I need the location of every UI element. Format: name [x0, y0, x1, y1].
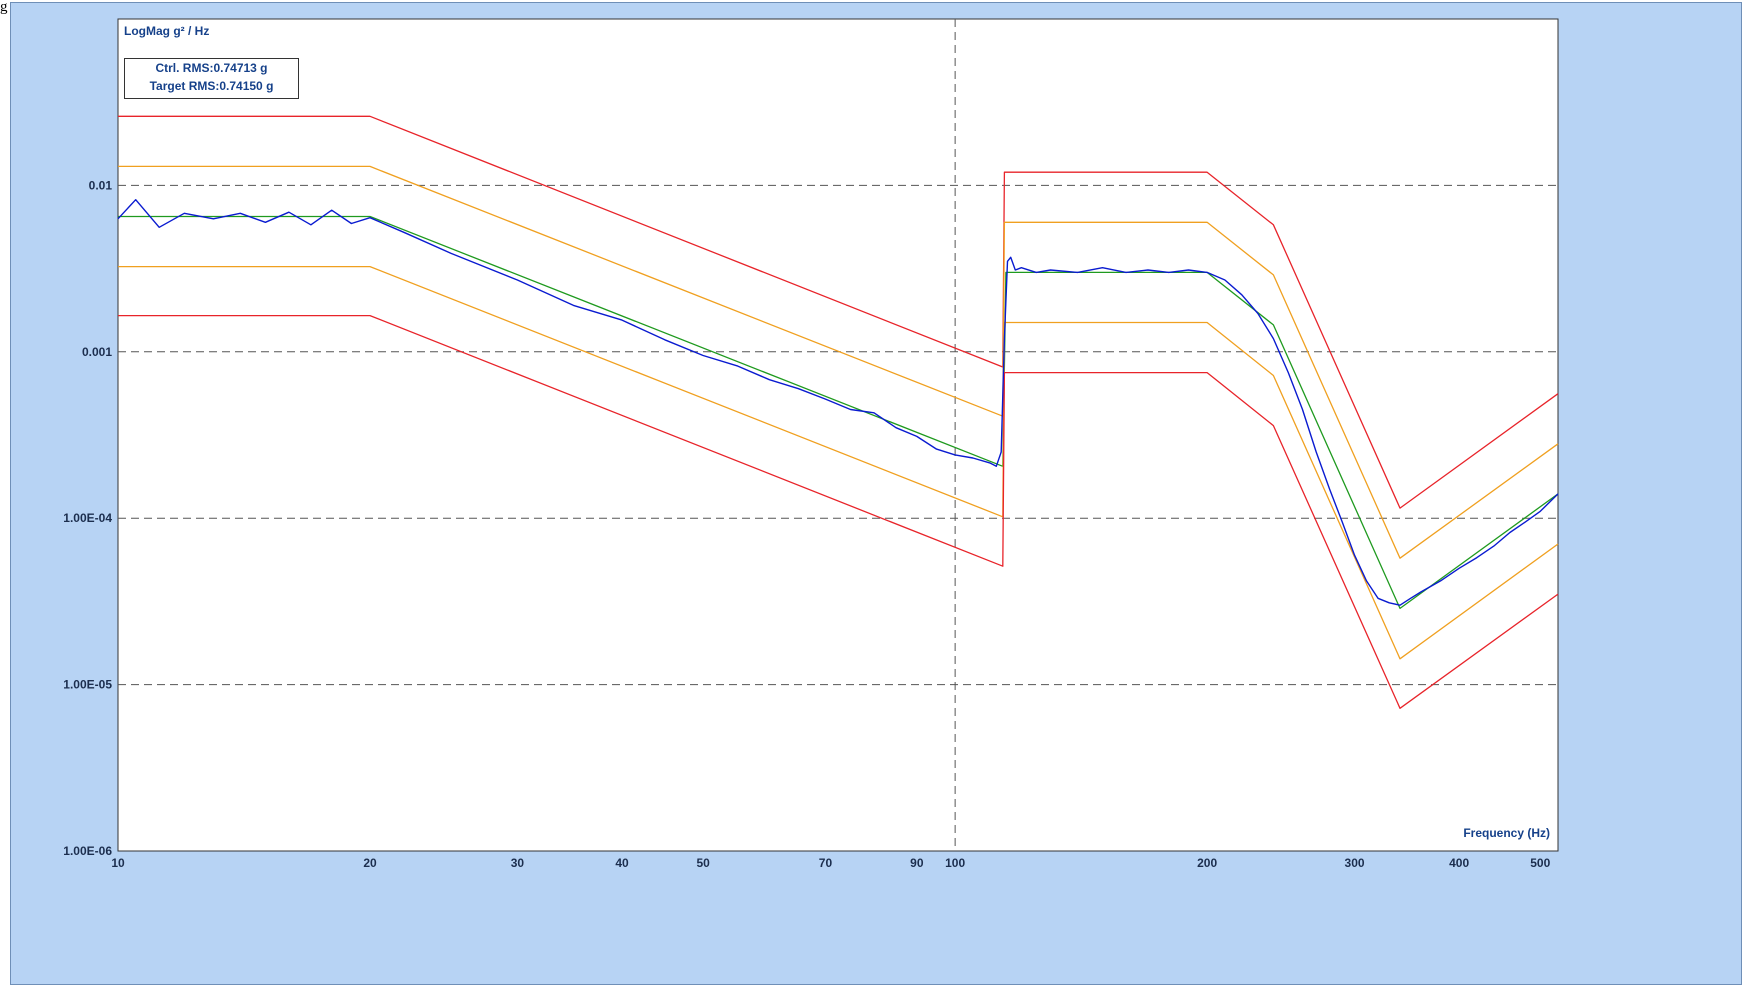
rms-readout: Ctrl. RMS:0.74713 g Target RMS:0.74150 g [124, 58, 299, 99]
series-line-alarm_low [118, 265, 1559, 660]
target-rms-value: Target RMS:0.74150 g [149, 79, 274, 93]
y-tick-label: 1.00E-05 [63, 678, 112, 692]
x-tick-label: 100 [945, 856, 965, 870]
x-tick-label: 400 [1449, 856, 1469, 870]
x-tick-label: 40 [615, 856, 629, 870]
y-tick-label: 1.00E-06 [63, 844, 112, 858]
x-tick-label: 70 [819, 856, 833, 870]
figure-caption: g [0, 0, 8, 15]
series-line-abort_high [118, 115, 1559, 509]
x-tick-label: 500 [1530, 856, 1550, 870]
series-line-target [118, 215, 1559, 610]
series-line-abort_low [118, 314, 1559, 709]
x-tick-label: 200 [1197, 856, 1217, 870]
x-tick-label: 20 [363, 856, 377, 870]
series-lines [117, 115, 1559, 709]
x-tick-label: 90 [910, 856, 924, 870]
x-tick-label: 50 [696, 856, 710, 870]
x-tick-label: 10 [111, 856, 125, 870]
series-line-control [117, 198, 1559, 606]
y-tick-label: 1.00E-04 [63, 511, 112, 525]
x-tick-label: 300 [1345, 856, 1365, 870]
y-tick-label: 0.01 [89, 178, 113, 192]
ctrl-rms-value: Ctrl. RMS:0.74713 g [155, 61, 268, 75]
x-axis-label: Frequency (Hz) [1463, 826, 1550, 840]
series-line-alarm_high [118, 165, 1559, 559]
y-tick-label: 0.001 [82, 345, 112, 359]
y-axis-label: LogMag g² / Hz [124, 24, 209, 38]
x-tick-label: 30 [511, 856, 525, 870]
plot-area [117, 18, 1559, 852]
